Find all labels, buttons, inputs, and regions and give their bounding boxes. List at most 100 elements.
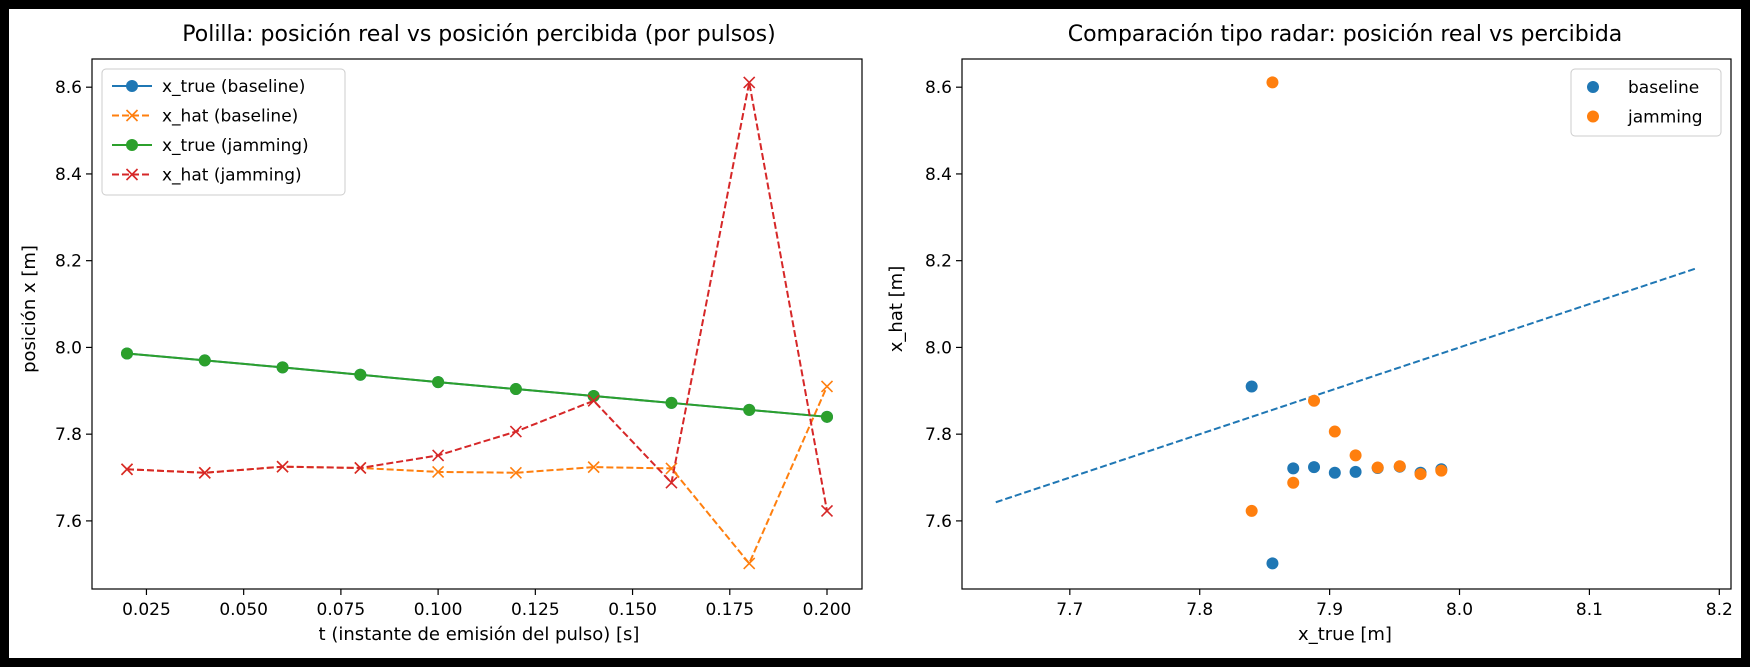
left-series-line-x-hat-baseline bbox=[126, 386, 828, 566]
left-series-line-x-true-jamming bbox=[126, 352, 828, 418]
left-xtick-label: 0.100 bbox=[414, 600, 463, 620]
right-point-baseline bbox=[1245, 380, 1258, 393]
chart-right-plot-area: 7.7 7.8 7.9 8.0 8.1 8.2 7.6 7.8 8.0 8.2 8.4 8.6 base… bbox=[925, 58, 1733, 620]
right-point-jamming bbox=[1266, 76, 1279, 89]
left-point-x-hat-jamming bbox=[665, 476, 678, 489]
left-legend-marker-x-true-baseline bbox=[126, 80, 138, 92]
right-legend-box bbox=[1570, 68, 1722, 137]
left-point-x-true-jamming bbox=[432, 376, 445, 389]
left-point-x-hat-baseline bbox=[432, 465, 445, 478]
right-reference-line bbox=[995, 267, 1698, 504]
left-point-x-hat-jamming bbox=[276, 460, 289, 473]
left-point-x-true-jamming bbox=[354, 368, 367, 381]
left-point-x-true-jamming bbox=[121, 347, 133, 360]
left-xtick-label: 0.125 bbox=[511, 600, 560, 620]
left-point-x-hat-jamming bbox=[509, 425, 522, 438]
chart-left-title: Polilla: posición real vs posición perci… bbox=[182, 22, 775, 47]
right-point-baseline bbox=[1328, 466, 1341, 479]
left-legend-box bbox=[101, 68, 346, 196]
right-point-baseline bbox=[1349, 465, 1362, 478]
left-legend-label-x-true-jamming: x_true (jamming) bbox=[162, 136, 309, 156]
figure: Polilla: posición real vs posición perci… bbox=[9, 9, 1741, 658]
left-point-x-true-jamming bbox=[821, 410, 833, 423]
left-point-x-true-jamming bbox=[665, 396, 678, 409]
left-xtick-label: 0.075 bbox=[317, 600, 366, 620]
chart-right: Comparación tipo radar: posición real vs… bbox=[886, 22, 1733, 645]
left-xtick-label: 0.175 bbox=[705, 600, 754, 620]
right-point-jamming bbox=[1349, 449, 1362, 462]
right-xtick-label: 8.1 bbox=[1576, 600, 1603, 620]
right-xtick-label: 7.7 bbox=[1056, 600, 1083, 620]
left-legend-label-x-hat-baseline: x_hat (baseline) bbox=[162, 107, 298, 127]
chart-left-xlabel: t (instante de emisión del pulso) [s] bbox=[319, 624, 640, 645]
left-point-x-hat-baseline bbox=[820, 380, 834, 393]
left-ytick-label: 8.6 bbox=[55, 78, 82, 98]
left-axes-frame bbox=[91, 58, 863, 590]
left-xtick-label: 0.025 bbox=[122, 600, 171, 620]
right-point-jamming bbox=[1308, 394, 1321, 407]
left-legend-marker-x-hat-baseline bbox=[125, 109, 139, 122]
right-legend-marker-baseline bbox=[1587, 81, 1599, 93]
left-point-x-hat-jamming bbox=[120, 463, 134, 476]
right-point-jamming bbox=[1435, 464, 1448, 477]
left-point-x-hat-baseline bbox=[743, 557, 756, 570]
figure-canvas: Polilla: posición real vs posición perci… bbox=[19, 22, 1733, 645]
right-ytick-label: 8.2 bbox=[925, 252, 952, 272]
left-point-x-hat-jamming bbox=[198, 466, 211, 479]
left-point-x-hat-jamming bbox=[743, 76, 756, 89]
right-point-jamming bbox=[1371, 461, 1384, 474]
right-point-baseline bbox=[1308, 461, 1321, 474]
left-ytick-label: 7.8 bbox=[55, 425, 82, 445]
chart-right-xlabel: x_true [m] bbox=[1298, 624, 1392, 645]
right-xtick-label: 8.2 bbox=[1706, 600, 1733, 620]
left-xtick-label: 0.050 bbox=[219, 600, 268, 620]
left-point-x-hat-jamming bbox=[354, 461, 367, 475]
right-point-baseline bbox=[1266, 557, 1279, 570]
left-point-x-hat-jamming bbox=[432, 449, 445, 462]
left-point-x-true-jamming bbox=[743, 403, 756, 416]
right-point-jamming bbox=[1393, 460, 1406, 473]
left-point-x-true-jamming bbox=[509, 383, 522, 396]
right-xtick-label: 7.9 bbox=[1316, 600, 1343, 620]
chart-right-title: Comparación tipo radar: posición real vs… bbox=[1068, 22, 1623, 47]
left-point-x-true-jamming bbox=[587, 389, 600, 402]
right-ytick-label: 8.6 bbox=[925, 78, 952, 98]
left-legend-marker-x-true-jamming bbox=[126, 139, 138, 151]
left-ytick-label: 7.6 bbox=[55, 512, 82, 532]
right-axes-frame bbox=[961, 58, 1732, 590]
right-legend-marker-jamming bbox=[1587, 110, 1599, 123]
left-point-x-hat-baseline bbox=[587, 461, 600, 474]
left-series-line-x-hat-jamming bbox=[126, 82, 828, 512]
right-point-jamming bbox=[1245, 504, 1258, 517]
right-point-jamming bbox=[1328, 425, 1341, 438]
left-legend-label-x-hat-jamming: x_hat (jamming) bbox=[162, 166, 302, 186]
left-point-x-hat-jamming bbox=[820, 504, 834, 517]
right-ytick-label: 7.8 bbox=[925, 425, 952, 445]
right-ytick-label: 8.4 bbox=[925, 165, 952, 185]
right-legend-label-jamming: jamming bbox=[1627, 108, 1703, 128]
right-legend-label-baseline: baseline bbox=[1628, 78, 1699, 98]
chart-right-ylabel: x_hat [m] bbox=[886, 266, 907, 352]
chart-left-plot-area: 0.025 0.050 0.075 0.100 0.125 0.150 0.175 0.200… bbox=[55, 58, 863, 620]
left-point-x-hat-jamming bbox=[587, 394, 600, 407]
left-xtick-label: 0.150 bbox=[608, 600, 657, 620]
right-point-jamming bbox=[1414, 468, 1427, 481]
chart-left: Polilla: posición real vs posición perci… bbox=[19, 22, 863, 645]
right-xtick-label: 7.8 bbox=[1186, 600, 1213, 620]
left-legend-marker-x-hat-jamming bbox=[125, 168, 139, 181]
right-point-baseline bbox=[1287, 462, 1300, 475]
left-point-x-true-jamming bbox=[198, 354, 211, 367]
chart-left-ylabel: posición x [m] bbox=[19, 245, 40, 373]
left-point-x-hat-baseline bbox=[509, 466, 522, 479]
left-legend-label-x-true-baseline: x_true (baseline) bbox=[162, 77, 305, 97]
left-xtick-label: 0.200 bbox=[803, 600, 852, 620]
left-ytick-label: 8.0 bbox=[55, 338, 82, 358]
left-ytick-label: 8.4 bbox=[55, 165, 82, 185]
right-point-jamming bbox=[1287, 476, 1300, 489]
left-point-x-hat-baseline bbox=[665, 462, 678, 475]
right-ytick-label: 7.6 bbox=[925, 512, 952, 532]
right-ytick-label: 8.0 bbox=[925, 338, 952, 358]
left-point-x-true-jamming bbox=[276, 361, 289, 374]
left-ytick-label: 8.2 bbox=[55, 252, 82, 272]
right-xtick-label: 8.0 bbox=[1446, 600, 1473, 620]
